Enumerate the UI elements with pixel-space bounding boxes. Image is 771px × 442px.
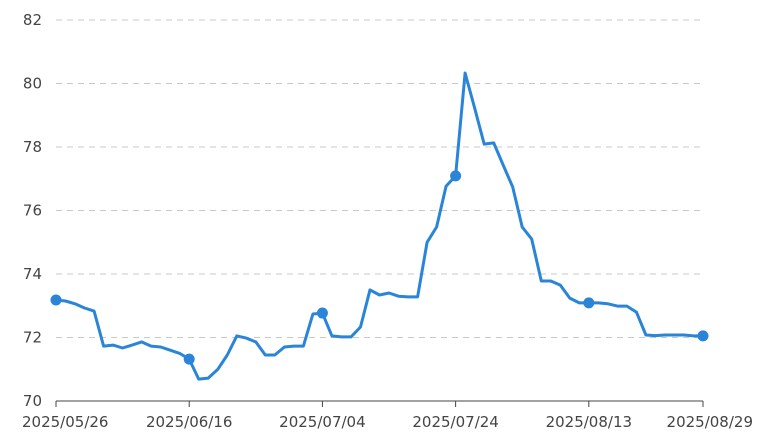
y-tick-label: 70	[23, 392, 42, 410]
y-tick-label: 78	[23, 138, 42, 156]
data-point-marker	[583, 297, 595, 309]
y-tick-label: 82	[23, 11, 42, 29]
grid	[56, 19, 703, 338]
data-point-marker	[316, 307, 328, 319]
x-tick-label: 2025/08/13	[546, 413, 632, 431]
series-line	[55, 71, 703, 381]
x-axis: 2025/05/26 2025/06/16 2025/07/04 2025/07/24…	[22, 400, 753, 431]
data-point-marker	[50, 294, 62, 306]
x-tick-label: 2025/07/24	[412, 413, 498, 431]
y-axis: 70 72 74 76 78 80 82	[23, 11, 42, 410]
x-tick-label: 2025/05/26	[22, 413, 108, 431]
x-tick-label: 2025/08/29	[667, 413, 753, 431]
x-tick-label: 2025/07/04	[279, 413, 365, 431]
y-tick-label: 74	[23, 265, 42, 283]
data-point-marker	[183, 353, 195, 365]
data-point-marker	[450, 170, 462, 182]
markers	[50, 170, 709, 365]
y-tick-label: 80	[23, 75, 42, 93]
x-tick-label: 2025/06/16	[146, 413, 232, 431]
y-tick-label: 72	[23, 329, 42, 347]
y-tick-label: 76	[23, 202, 42, 220]
data-point-marker	[697, 330, 709, 342]
